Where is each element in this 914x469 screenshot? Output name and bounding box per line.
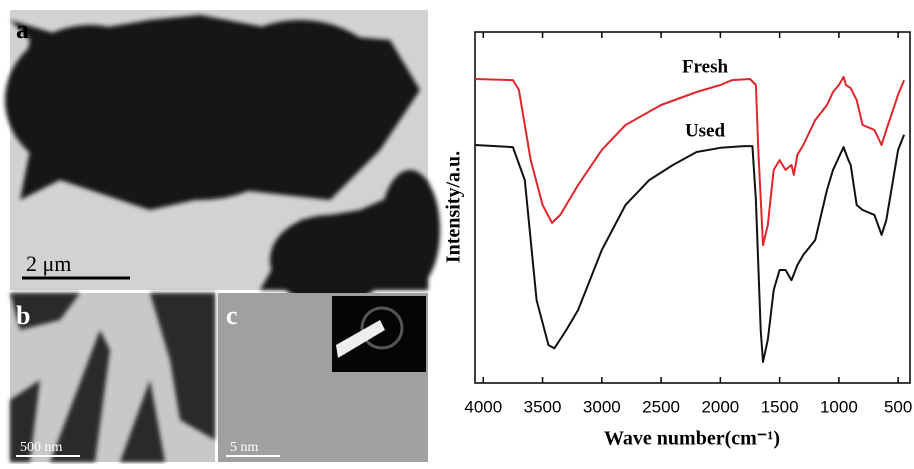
x-tick-label: 1000 [820,397,858,416]
scale-bar-label: 2 μm [26,251,71,276]
tem-image-a: a 2 μm [5,10,440,305]
y-axis-title: Intensity/a.u. [443,151,465,263]
x-tick-label: 500 [884,397,912,416]
x-tick-label: 1500 [761,397,799,416]
series-label: Fresh [682,56,729,77]
x-tick-label: 3500 [524,397,562,416]
spectrum-line [475,135,904,362]
scale-bar-label: 500 nm [20,440,63,455]
x-tick-label: 2000 [701,397,739,416]
scale-bar-label: 5 nm [230,440,259,455]
tem-image-b: b 500 nm [10,293,215,462]
x-axis-title: Wave number(cm⁻¹) [604,428,780,450]
ftir-chart: Wave number(cm⁻¹) Intensity/a.u. 4000 350… [443,32,913,450]
panel-label: b [16,301,30,330]
x-tick-label: 2500 [642,397,680,416]
hrtem-image-c: c 5 nm [218,293,428,462]
plot-frame [475,32,910,383]
panel-label: a [16,15,29,44]
series-label: Used [685,120,726,141]
figure: a 2 μm b 500 nm c 5 nm Wave number(cm⁻¹)… [0,0,914,464]
x-tick-label: 3000 [583,397,621,416]
panel-label: c [226,301,238,330]
spectrum-line [475,77,904,245]
x-tick-label: 4000 [464,397,502,416]
